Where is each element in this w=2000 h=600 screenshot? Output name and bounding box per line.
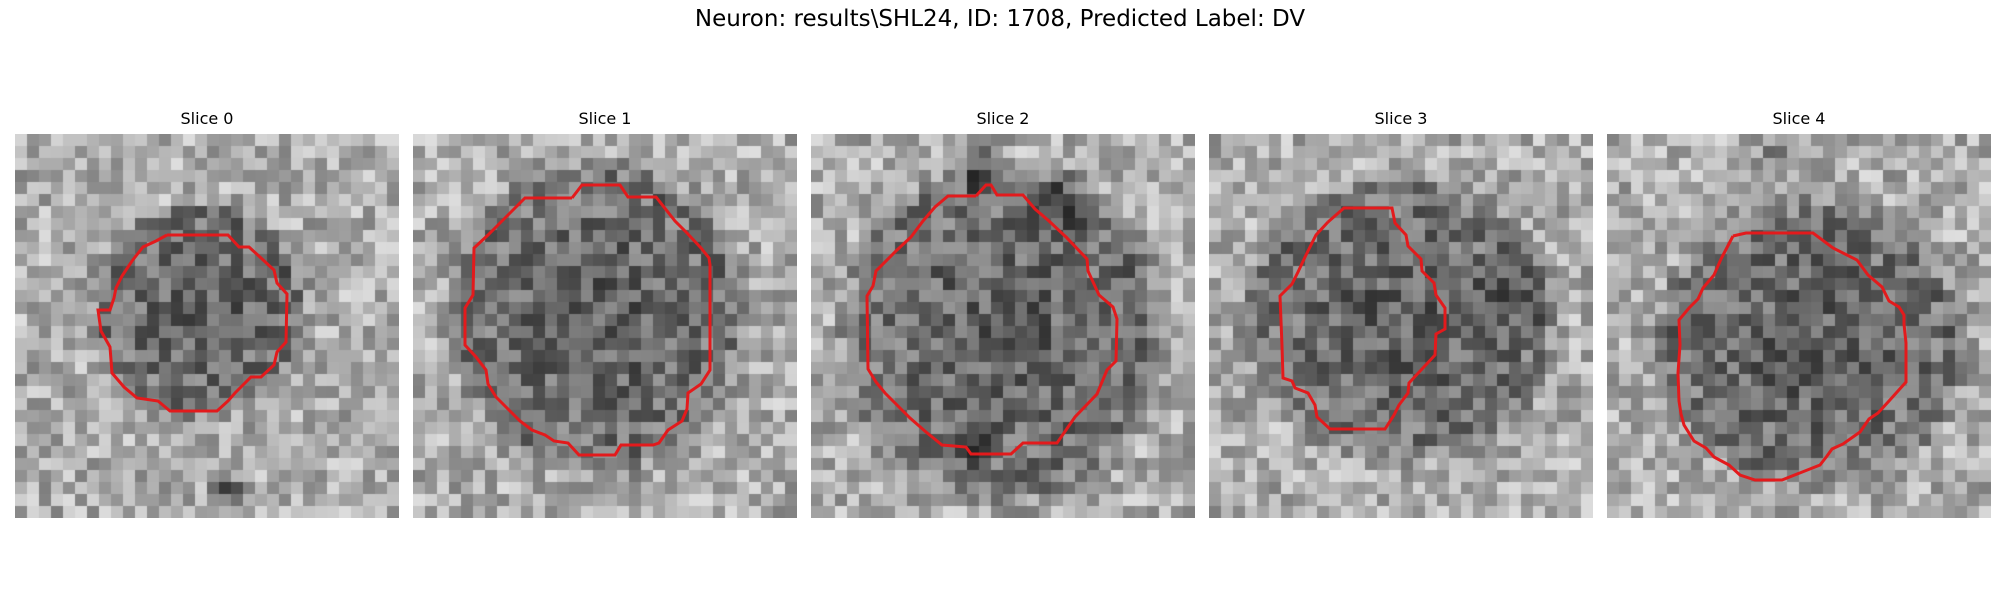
slice-title-1: Slice 1 [578,109,632,128]
slice-panel-0: Slice 0 [15,108,399,518]
slice-image-4 [1607,134,1991,518]
slice-image-3 [1209,134,1593,518]
slice-panel-4: Slice 4 [1607,108,1991,518]
slice-title-0: Slice 0 [180,109,234,128]
roi-contour-2 [865,183,1119,456]
slice-panel-1: Slice 1 [413,108,797,518]
slice-title-3: Slice 3 [1374,109,1428,128]
slice-panel-3: Slice 3 [1209,108,1593,518]
slice-title-2: Slice 2 [976,109,1030,128]
roi-contour-1 [463,183,712,457]
slice-title-4: Slice 4 [1772,109,1826,128]
roi-contour-4 [1676,231,1908,482]
slice-panel-2: Slice 2 [811,108,1195,518]
figure-title: Neuron: results\SHL24, ID: 1708, Predict… [694,6,1306,32]
roi-contour-3 [1278,206,1447,431]
roi-contour-0 [96,233,289,413]
slice-image-0 [15,134,399,518]
